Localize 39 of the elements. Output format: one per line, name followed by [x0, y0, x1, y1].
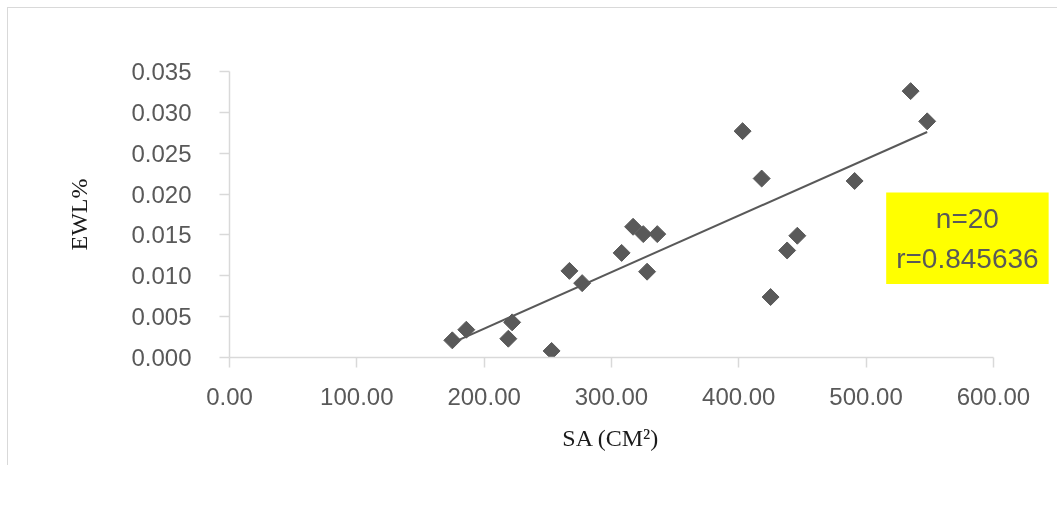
point — [503, 313, 522, 332]
point — [733, 122, 752, 141]
point — [560, 261, 579, 280]
point — [457, 320, 476, 339]
y-tick-label: 0.030 — [131, 98, 192, 126]
y-axis-title: EWL% — [66, 178, 93, 251]
point — [638, 262, 657, 281]
y-tick-label: 0.010 — [131, 262, 192, 290]
x-tick-label: 400.00 — [702, 382, 776, 410]
annotation: r=0.845636 — [896, 242, 1039, 274]
x-tick-label: 500.00 — [829, 382, 903, 410]
x-tick-label: 300.00 — [574, 382, 649, 410]
point — [443, 331, 462, 350]
point — [901, 82, 920, 101]
y-tick-label: 0.035 — [131, 58, 192, 85]
point — [648, 225, 667, 244]
x-tick-label: 200.00 — [447, 382, 521, 410]
x-tick-label: 600.00 — [956, 382, 1031, 410]
point — [752, 169, 771, 188]
point — [761, 288, 780, 307]
y-tick-label: 0.005 — [131, 303, 192, 331]
y-tick-label: 0.025 — [131, 139, 192, 167]
y-tick-label: 0.020 — [131, 180, 192, 208]
point — [612, 243, 631, 262]
point — [845, 172, 864, 190]
x-tick-label: 0.00 — [206, 382, 253, 410]
x-tick-label: 100.00 — [320, 382, 394, 410]
y-tick-label: 0.000 — [131, 344, 192, 371]
y-tick-label: 0.015 — [131, 221, 192, 249]
point — [573, 274, 592, 293]
point — [634, 225, 653, 244]
point — [788, 226, 807, 245]
point — [542, 341, 561, 358]
annotation: n=20 — [935, 202, 999, 234]
x-axis-title: SA (CM²) — [562, 424, 659, 451]
point — [624, 217, 643, 236]
point — [918, 112, 937, 131]
point — [499, 329, 518, 348]
point — [778, 241, 797, 260]
